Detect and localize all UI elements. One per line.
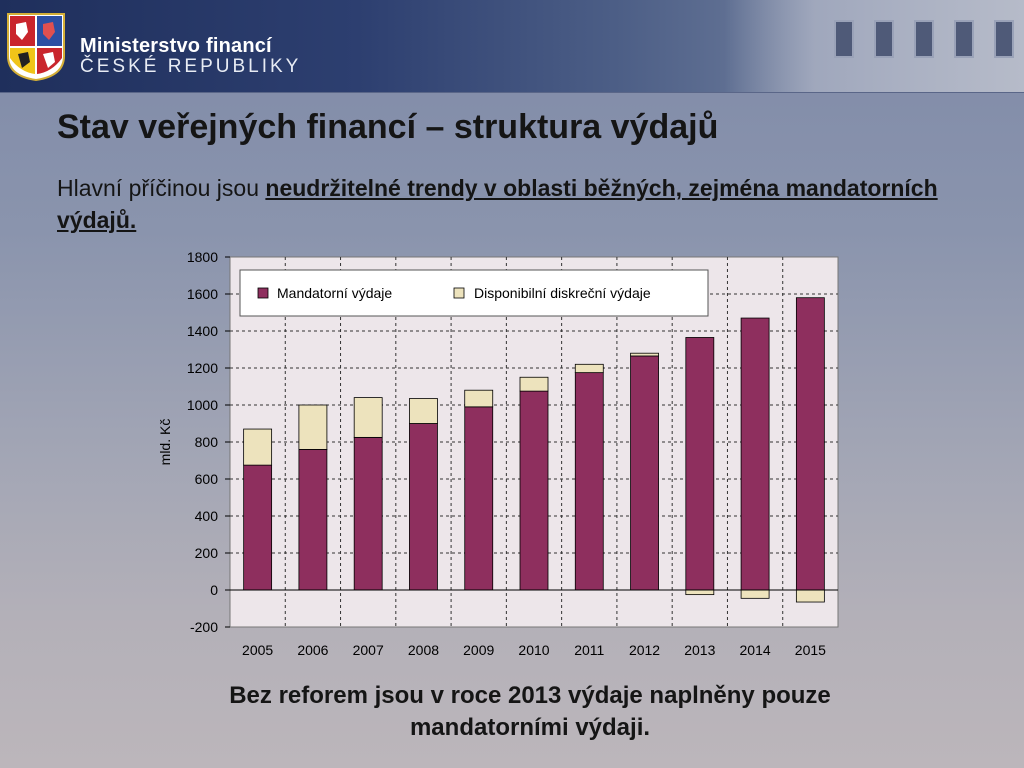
- y-tick-label: -200: [190, 619, 218, 635]
- y-tick-label: 800: [195, 434, 219, 450]
- x-tick-label: 2007: [353, 642, 384, 658]
- bar-mandatory: [243, 464, 273, 591]
- y-tick-label: 1600: [187, 286, 218, 302]
- bar-mandatory: [409, 423, 438, 591]
- x-tick-label: 2010: [518, 642, 549, 658]
- bar-mandatory: [464, 406, 494, 591]
- y-tick-label: 1800: [187, 249, 218, 265]
- header-banner: Ministerstvo financí ČESKÉ REPUBLIKY: [0, 0, 1024, 93]
- y-axis-label: mld. Kč: [157, 419, 173, 466]
- y-axis-ticks: -200 0 200 400 600 800 1000 1200 1400 1600 1800: [187, 249, 230, 635]
- legend-box: [239, 269, 709, 317]
- bar-discretionary: [243, 428, 273, 466]
- bar-mandatory: [685, 337, 715, 591]
- building-photo: [724, 0, 1024, 92]
- y-tick-label: 1200: [187, 360, 218, 376]
- y-tick-label: 1000: [187, 397, 218, 413]
- y-tick-label: 0: [210, 582, 218, 598]
- bar-mandatory: [519, 390, 549, 591]
- conclusion-text: Bez reforem jsou v roce 2013 výdaje napl…: [130, 680, 930, 744]
- conclusion-line-2: mandatorními výdaji.: [409, 714, 651, 741]
- x-tick-label: 2014: [740, 642, 771, 658]
- x-tick-label: 2009: [463, 642, 494, 658]
- slide-title: Stav veřejných financí – struktura výdaj…: [57, 108, 719, 146]
- legend: Mandatorní výdaje Disponibilní diskreční…: [239, 269, 709, 317]
- x-tick-label: 2005: [242, 642, 273, 658]
- x-axis-ticks: 2005 2006 2007 2008 2009 2010 2011 2012 2013 2014…: [242, 642, 826, 658]
- grid-lines: [230, 257, 838, 627]
- bar-discretionary: [519, 376, 549, 392]
- bar-discretionary: [298, 404, 328, 450]
- x-tick-label: 2011: [574, 642, 604, 658]
- bar-discretionary: [630, 352, 659, 357]
- slide-subtitle: Hlavní příčinou jsou neudržitelné trendy…: [57, 172, 957, 236]
- y-tick-label: 200: [195, 545, 219, 561]
- y-tick-label: 1400: [187, 323, 218, 339]
- bar-discretionary: [353, 397, 383, 438]
- x-tick-label: 2006: [297, 642, 328, 658]
- x-tick-label: 2015: [795, 642, 826, 658]
- subtitle-emphasis: neudržitelné trendy v oblasti běžných, z…: [57, 175, 938, 233]
- bar-discretionary: [574, 363, 604, 374]
- x-tick-label: 2013: [684, 642, 715, 658]
- bar-discretionary: [464, 389, 494, 408]
- state-emblem-icon: [7, 13, 65, 82]
- x-tick-label: 2012: [629, 642, 660, 658]
- bar-discretionary: [740, 589, 770, 599]
- conclusion-line-1: Bez reforem jsou v roce 2013 výdaje napl…: [229, 682, 831, 709]
- bar-mandatory: [298, 448, 328, 591]
- y-tick-label: 600: [195, 471, 219, 487]
- legend-swatch-mandatory: [257, 287, 269, 299]
- ministry-subtitle: ČESKÉ REPUBLIKY: [80, 56, 302, 77]
- bar-mandatory: [574, 372, 604, 591]
- bar-discretionary: [409, 398, 438, 424]
- ministry-name: Ministerstvo financí: [80, 35, 272, 57]
- bar-mandatory: [630, 355, 659, 591]
- legend-swatch-discretionary: [453, 287, 465, 299]
- bar-mandatory: [795, 297, 825, 591]
- bar-discretionary: [685, 589, 715, 596]
- bar-mandatory: [353, 436, 383, 591]
- bar-mandatory: [740, 317, 770, 591]
- legend-label-mandatory: Mandatorní výdaje: [277, 285, 392, 301]
- legend-label-discretionary: Disponibilní diskreční výdaje: [474, 285, 651, 301]
- bars-group: [243, 297, 825, 603]
- subtitle-text: Hlavní příčinou jsou: [57, 175, 266, 201]
- bar-discretionary: [795, 589, 825, 603]
- x-tick-label: 2008: [408, 642, 439, 658]
- y-tick-label: 400: [195, 508, 219, 524]
